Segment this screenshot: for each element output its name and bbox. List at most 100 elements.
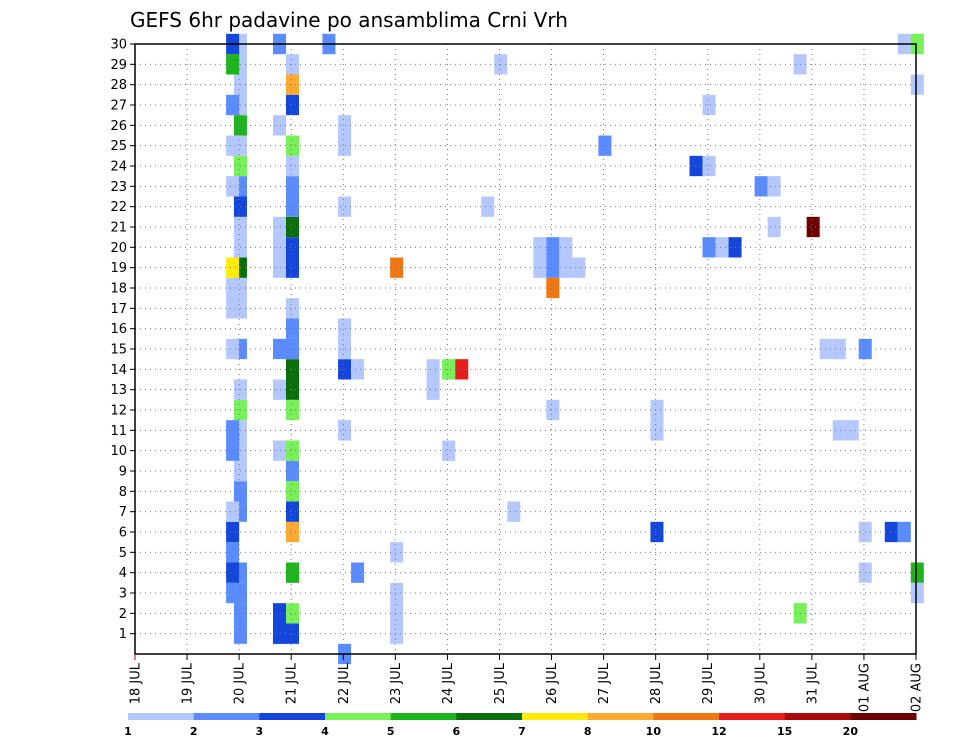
heatmap-cell [272,237,286,258]
heatmap-cell [426,379,440,400]
y-tick-label: 7 [119,505,127,520]
x-tick-label: 28 JUL [649,662,664,704]
colorbar-swatch [850,713,917,720]
x-tick-label: 25 JUL [493,662,508,704]
x-axis: 18 JUL 19 JUL 20 JUL 21 JUL 22 JUL 23 JUL 24 J… [129,654,925,712]
heatmap-cell [226,135,240,156]
chart-title: GEFS 6hr padavine po ansamblima Crni Vrh [130,8,568,32]
heatmap-cell [285,562,300,583]
heatmap-cell [285,176,300,197]
heatmap-cell [285,196,300,217]
heatmap-cell [702,237,716,258]
heatmap-cell [285,399,300,421]
heatmap-cell [226,94,240,116]
heatmap-cell [272,623,286,644]
y-tick-label: 28 [110,78,127,93]
heatmap-cell [272,257,286,278]
y-tick-label: 29 [110,58,127,73]
heatmap-cell [226,521,240,543]
heatmap-cell [390,623,404,644]
x-tick-label: 30 JUL [753,662,768,704]
y-tick-label: 4 [119,566,127,581]
heatmap-cell [226,440,240,461]
heatmap-cell [285,74,300,95]
y-tick-label: 20 [110,241,127,256]
y-tick-label: 26 [110,119,127,134]
heatmap-cell [272,338,286,360]
heatmap-cell [390,542,404,563]
x-tick-label: 24 JUL [441,662,456,704]
colorbar-swatch [390,713,457,720]
heatmap-cell [226,420,240,441]
y-tick-label: 21 [110,221,127,236]
y-tick-label: 5 [119,546,127,561]
x-tick-label: 18 JUL [129,662,144,704]
cells-layer [226,33,924,665]
y-axis: 1234567891011121314151617181920212223242… [110,38,135,642]
y-tick-label: 8 [119,485,127,500]
heatmap-cell [351,359,365,380]
heatmap-cell [897,521,911,543]
heatmap-cell [285,460,300,482]
heatmap-cell [507,501,521,522]
heatmap-cell [546,257,560,278]
colorbar-swatch [193,713,260,720]
heatmap-cell [226,277,240,299]
y-tick-label: 2 [119,607,127,622]
heatmap-cell [226,338,240,360]
heatmap-cell [338,115,352,136]
y-tick-label: 6 [119,526,127,541]
heatmap-cell [285,298,300,319]
y-tick-label: 11 [110,424,127,439]
x-tick-label: 22 JUL [337,662,352,704]
colorbar-label: 7 [518,725,526,738]
heatmap-cell [285,257,300,278]
y-tick-label: 14 [110,363,127,378]
y-tick-label: 17 [110,302,127,317]
y-tick-label: 27 [110,99,127,114]
heatmap-cell [272,216,286,238]
heatmap-cell [226,257,240,278]
heatmap-cell [226,582,240,604]
heatmap-cell [845,420,859,441]
heatmap-cell [285,379,300,400]
heatmap-cell [338,196,352,217]
colorbar-swatch [128,713,195,720]
colorbar-swatch [259,713,326,720]
x-tick-label: 26 JUL [545,662,560,704]
heatmap-cell [226,501,240,522]
heatmap-cell [285,135,300,156]
y-tick-label: 13 [110,383,127,398]
heatmap-cell [390,582,404,604]
heatmap-cell [272,603,286,624]
heatmap-cell [285,318,300,339]
colorbar-label: 15 [777,725,792,738]
heatmap-cell [285,54,300,75]
heatmap-cell [832,338,846,360]
heatmap-cell [689,155,703,177]
colorbar-label: 10 [646,725,662,738]
heatmap-cell [285,94,300,116]
heatmap-cell [910,562,924,583]
heatmap-cell [226,298,240,319]
heatmap-cell [910,74,924,95]
y-tick-label: 15 [110,343,127,358]
heatmap-cell [285,623,300,644]
heatmap-cell [806,216,820,238]
heatmap-cell [754,176,768,197]
heatmap-cell [285,501,300,522]
x-tick-label: 01 AUG [857,663,872,712]
heatmap-cell [226,562,240,583]
y-tick-label: 25 [110,139,127,154]
colorbar-label: 2 [190,725,198,738]
heatmap-cell [546,277,560,299]
grid-layer [135,43,916,654]
heatmap-cell [285,216,300,238]
heatmap-cell [426,359,440,380]
heatmap-cell [226,176,240,197]
colorbar-swatch [719,713,786,720]
colorbar-label: 6 [453,725,461,738]
colorbar-label: 20 [843,725,859,738]
